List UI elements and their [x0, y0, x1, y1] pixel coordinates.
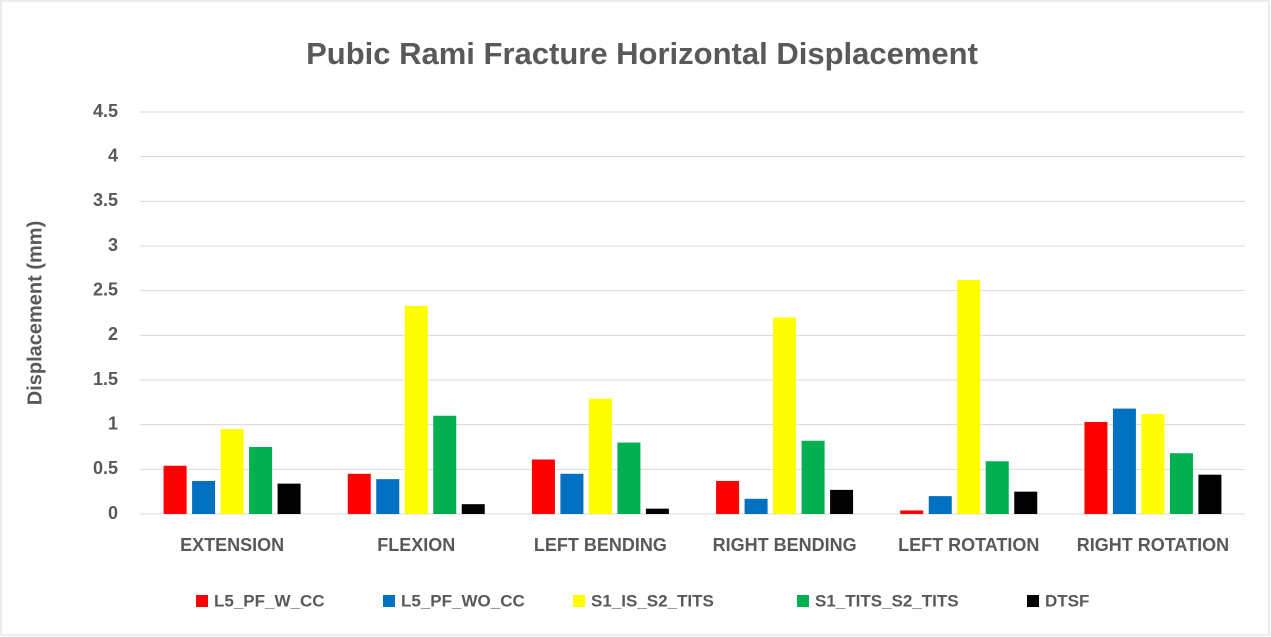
- legend-swatch: [196, 595, 208, 607]
- x-tick-label: RIGHT ROTATION: [1077, 535, 1229, 555]
- legend-label: L5_PF_W_CC: [214, 591, 325, 610]
- y-tick-label: 0.5: [93, 458, 118, 478]
- bar: [1084, 421, 1108, 514]
- legend-label: DTSF: [1045, 591, 1089, 610]
- y-tick-label: 4.5: [93, 101, 118, 121]
- legend-label: S1_IS_S2_TITS: [591, 591, 714, 610]
- bar: [560, 473, 584, 514]
- y-tick-label: 1.5: [93, 369, 118, 389]
- bar: [220, 429, 244, 514]
- legend-label: S1_TITS_S2_TITS: [815, 591, 959, 610]
- bar: [957, 279, 981, 514]
- x-tick-label: RIGHT BENDING: [713, 535, 857, 555]
- bar: [277, 483, 301, 514]
- x-tick-label: LEFT ROTATION: [898, 535, 1039, 555]
- bar: [773, 317, 797, 514]
- bar: [645, 508, 669, 514]
- y-tick-label: 3: [108, 235, 118, 255]
- y-tick-label: 2.5: [93, 279, 118, 299]
- y-tick-label: 0: [108, 503, 118, 523]
- legend-swatch: [1027, 595, 1039, 607]
- legend-swatch: [573, 595, 585, 607]
- legend-swatch: [383, 595, 395, 607]
- bar: [1141, 413, 1165, 514]
- bar: [744, 498, 768, 514]
- bar: [404, 305, 428, 514]
- y-axis-label: Displacement (mm): [24, 221, 46, 406]
- x-tick-label: EXTENSION: [180, 535, 284, 555]
- bar: [1014, 491, 1038, 514]
- x-tick-label: LEFT BENDING: [534, 535, 667, 555]
- chart-title: Pubic Rami Fracture Horizontal Displacem…: [306, 36, 978, 71]
- x-tick-label: FLEXION: [377, 535, 455, 555]
- legend-swatch: [797, 595, 809, 607]
- bar: [588, 398, 612, 514]
- y-tick-label: 3.5: [93, 190, 118, 210]
- bar: [1169, 453, 1193, 514]
- bar: [716, 480, 740, 514]
- bar: [830, 489, 854, 514]
- bar: [461, 504, 485, 514]
- bar: [249, 447, 273, 514]
- legend-label: L5_PF_WO_CC: [401, 591, 525, 610]
- bar: [617, 442, 641, 514]
- y-tick-label: 2: [108, 324, 118, 344]
- bar: [376, 479, 400, 514]
- bar: [985, 461, 1009, 514]
- bar: [928, 496, 952, 514]
- bar: [347, 473, 371, 514]
- bar: [1198, 474, 1222, 514]
- y-tick-label: 1: [108, 413, 118, 433]
- bar: [163, 465, 187, 514]
- bar: [192, 480, 216, 514]
- bar: [1112, 408, 1136, 514]
- bar: [433, 415, 457, 514]
- bar: [900, 510, 924, 514]
- bar: [531, 459, 555, 514]
- bar: [801, 440, 825, 514]
- y-tick-label: 4: [108, 145, 118, 165]
